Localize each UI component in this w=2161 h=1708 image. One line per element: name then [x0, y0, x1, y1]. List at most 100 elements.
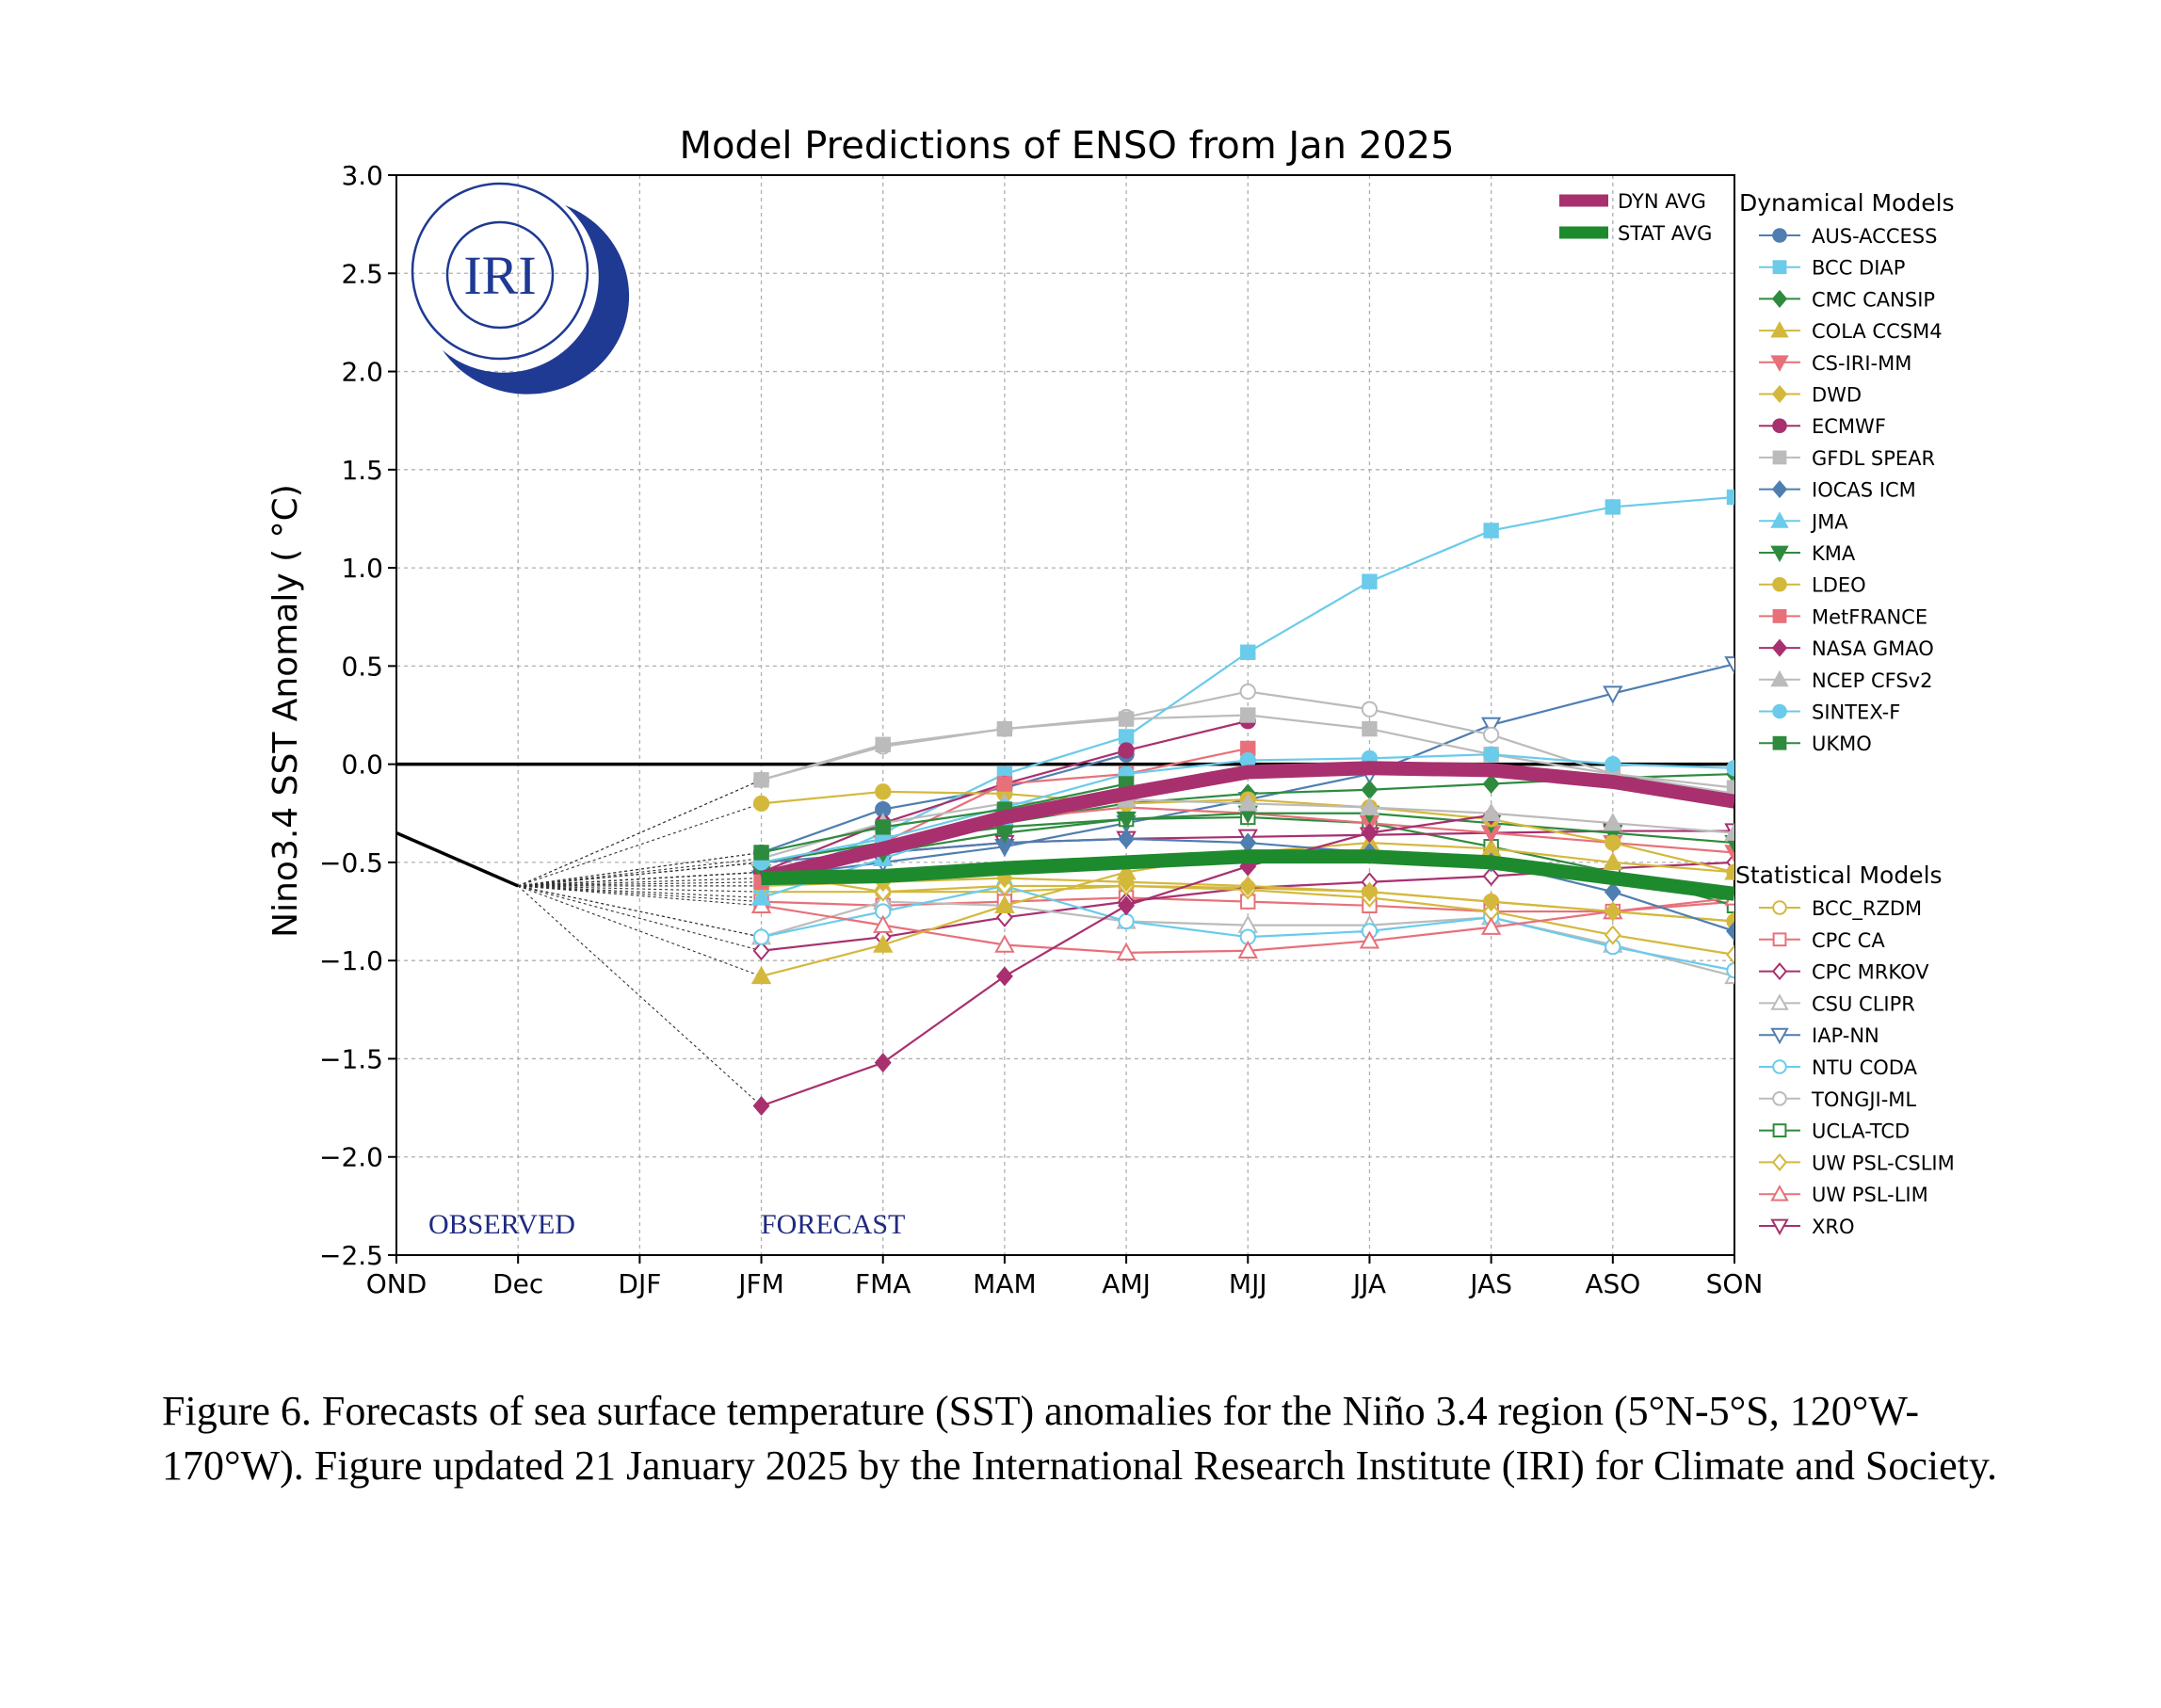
- fan-line: [517, 885, 762, 1106]
- series-point: [1726, 863, 1734, 880]
- legend: Dynamical Models AUS-ACCESS BCC DIAP CMC CA…: [1559, 189, 1955, 1238]
- legend-label: UW PSL-LIM: [1812, 1184, 1928, 1206]
- legend-marker: [1772, 1123, 1787, 1137]
- series-point: [1118, 829, 1136, 849]
- series-point: [1116, 942, 1137, 961]
- series-point: [874, 1053, 892, 1073]
- y-tick-label: −1.5: [319, 1043, 383, 1074]
- legend-marker: [1772, 576, 1787, 592]
- legend-entry: LDEO: [1759, 574, 1866, 597]
- fan-line: [518, 862, 762, 887]
- logo-crescent: [443, 205, 630, 395]
- statistical-legend-title: Statistical Models: [1735, 862, 1943, 889]
- series-point: [996, 720, 1013, 737]
- average-legend-label: DYN AVG: [1618, 190, 1706, 213]
- series-point: [995, 907, 1013, 927]
- legend-label: CPC CA: [1812, 929, 1885, 952]
- y-tick-label: 3.0: [341, 160, 383, 191]
- legend-entry: BCC_RZDM: [1759, 897, 1922, 921]
- legend-marker: [1770, 993, 1789, 1010]
- series-point: [875, 819, 891, 835]
- series-line: [761, 782, 1127, 854]
- legend-marker: [1772, 609, 1787, 623]
- series-point: [994, 894, 1015, 913]
- fan-line: [518, 885, 762, 907]
- plot-layer: [396, 489, 1734, 1117]
- legend-label: SINTEX-F: [1812, 701, 1900, 724]
- series-point: [1482, 726, 1500, 744]
- fan-line: [518, 881, 762, 887]
- x-tick-label: FMA: [855, 1268, 911, 1299]
- legend-entry: SINTEX-F: [1759, 701, 1900, 724]
- series-point: [875, 783, 892, 800]
- series-point: [1359, 930, 1380, 949]
- legend-marker: [1770, 669, 1789, 687]
- legend-entry: JMA: [1759, 510, 1848, 533]
- x-tick-label: DJF: [618, 1268, 661, 1299]
- series-point: [1605, 499, 1621, 515]
- observed-label: OBSERVED: [428, 1209, 575, 1240]
- series-point: [873, 914, 894, 933]
- legend-entry: CPC CA: [1759, 929, 1885, 952]
- legend-entry: KMA: [1759, 542, 1856, 565]
- forecast-label: FORECAST: [761, 1209, 905, 1240]
- grid-layer: OND Dec DJF JFM FMA MAM AMJ MJJ JJA JAS ASO SON 3.0 2…: [319, 160, 1763, 1299]
- series-line: [761, 753, 1127, 854]
- y-tick-label: −2.0: [319, 1142, 383, 1173]
- iri-logo: IRI: [411, 182, 630, 395]
- legend-label: NASA GMAO: [1812, 637, 1934, 660]
- plot-frame: [395, 174, 1735, 1256]
- legend-label: CPC MRKOV: [1812, 961, 1929, 984]
- y-tick-label: 1.5: [341, 455, 383, 486]
- series-point: [1724, 656, 1734, 675]
- series-point: [1480, 717, 1502, 735]
- series-point: [1118, 711, 1135, 727]
- series-point: [1361, 823, 1379, 844]
- legend-entry: IAP-NN: [1759, 1024, 1879, 1047]
- fan-line: [518, 858, 762, 887]
- series-point: [1118, 895, 1136, 916]
- series-point: [1604, 881, 1621, 902]
- legend-marker: [1772, 450, 1787, 465]
- observed-line: [396, 831, 519, 888]
- legend-entry: UW PSL-LIM: [1759, 1184, 1928, 1206]
- legend-label: ECMWF: [1812, 415, 1886, 438]
- legend-label: UCLA-TCD: [1812, 1120, 1910, 1143]
- legend-entry: UW PSL-CSLIM: [1759, 1152, 1955, 1174]
- figure-caption: Figure 6. Forecasts of sea surface tempe…: [162, 1388, 1997, 1489]
- legend-entry: UKMO: [1759, 733, 1872, 755]
- legend-label: GFDL SPEAR: [1812, 447, 1935, 470]
- series-point: [750, 887, 772, 906]
- series-point: [1603, 851, 1623, 871]
- series-point: [1237, 793, 1258, 812]
- series-point: [1239, 683, 1256, 701]
- series-point: [873, 934, 894, 953]
- series-point: [752, 795, 770, 812]
- series-point: [875, 736, 891, 752]
- series-point: [1361, 701, 1379, 717]
- series-point: [1116, 811, 1137, 830]
- y-tick-label: 0.5: [341, 651, 383, 682]
- series-point: [1482, 892, 1500, 912]
- average-line: [759, 761, 1734, 885]
- legend-label: CSU CLIPR: [1812, 992, 1915, 1015]
- x-tick-label: JJA: [1351, 1268, 1386, 1299]
- series-point: [1240, 707, 1256, 723]
- legend-marker: [1772, 260, 1787, 275]
- series-point: [1726, 944, 1734, 965]
- series-point: [1118, 872, 1136, 893]
- legend-marker: [1771, 289, 1788, 308]
- legend-entry: XRO: [1759, 1216, 1855, 1238]
- legend-marker: [1771, 1152, 1788, 1171]
- series-point: [1239, 876, 1257, 896]
- legend-marker: [1771, 384, 1788, 404]
- series-point: [1118, 742, 1135, 759]
- series-point: [1118, 912, 1135, 930]
- series-point: [1603, 685, 1623, 704]
- series-point: [1604, 901, 1621, 922]
- legend-label: JMA: [1810, 510, 1848, 533]
- legend-entry: UCLA-TCD: [1759, 1120, 1910, 1143]
- plot-clipped: [396, 489, 1734, 1117]
- fan-line: [518, 885, 762, 903]
